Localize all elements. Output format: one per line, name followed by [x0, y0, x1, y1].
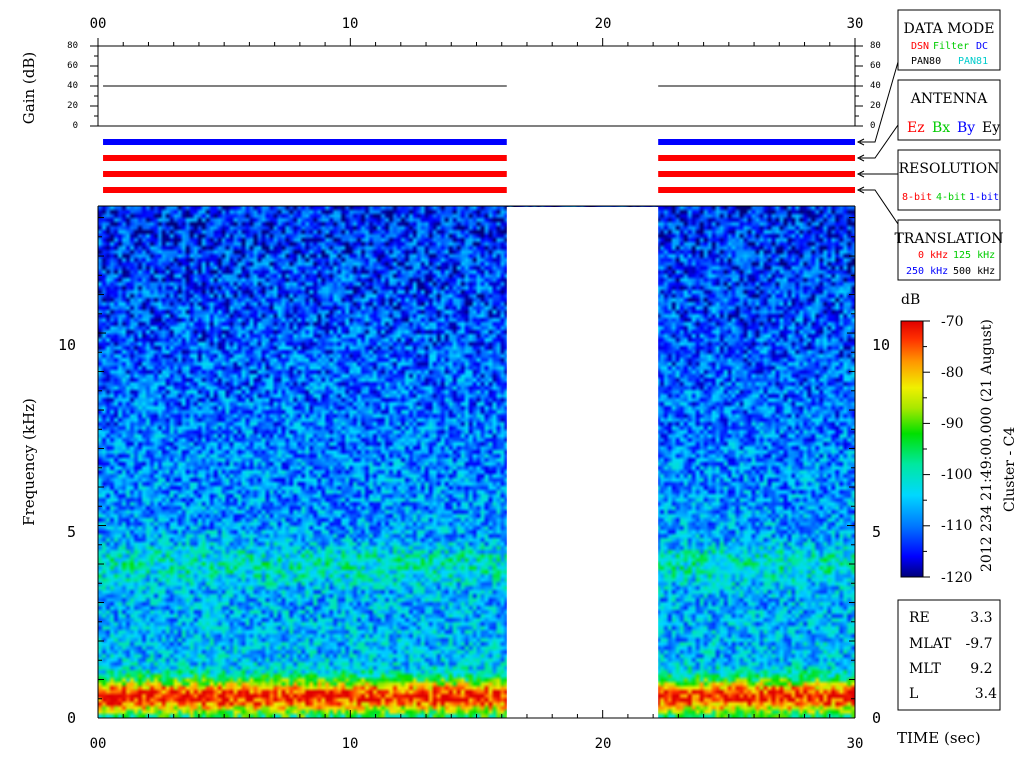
data-mode-pan81: PAN81 — [958, 56, 988, 67]
data-mode-dc: DC — [976, 41, 988, 52]
data-gap — [506, 207, 659, 720]
bottom-tick-label-20: 20 — [595, 736, 612, 752]
data-mode-pan80: PAN80 — [911, 56, 941, 67]
svg-text:RE 3.3 MLAT: RE 3.3 MLAT -9.7 MLT 9.2 L 3.4 — [909, 610, 997, 702]
colorbar-unit: dB — [901, 292, 920, 308]
data-mode-title: DATA MODE — [904, 21, 995, 37]
gain-tick-label-left-0: 0 — [73, 121, 78, 131]
orbit-value-mlt: 9.2 — [970, 661, 992, 677]
freq-tick-label-left-0: 0 — [67, 709, 76, 727]
status-bar-row-1-seg-1 — [658, 139, 855, 145]
orbit-label-l: L — [909, 686, 918, 702]
top-time-axis: 00 10 20 30 — [90, 16, 864, 47]
bottom-tick-label-10: 10 — [342, 736, 359, 752]
translation-0khz: 0 kHz — [918, 250, 948, 261]
orbit-value-re: 3.3 — [970, 610, 992, 626]
status-bar-row-3-seg-0 — [103, 171, 507, 177]
legend-translation: TRANSLATION 0 kHz 125 kHz 250 kHz 500 kH… — [894, 219, 1004, 281]
status-bar-row-1-seg-0 — [103, 139, 507, 145]
svg-text:DSN Filter DC: DSN Filter DC PAN80 PAN81 — [911, 41, 994, 67]
resolution-1bit: 1-bit — [969, 192, 999, 203]
gain-tick-label-right-40: 40 — [870, 81, 881, 91]
translation-500khz: 500 kHz — [953, 266, 995, 277]
bottom-tick-label-30: 30 — [847, 736, 864, 752]
colorbar-tick-m120: -120 — [941, 570, 972, 586]
top-tick-label-20: 20 — [595, 16, 612, 32]
bottom-time-axis: 00 10 20 30 TIME (sec) — [90, 729, 981, 752]
status-bar-row-2-seg-1 — [658, 155, 855, 161]
translation-title: TRANSLATION — [894, 231, 1003, 247]
orbit-label-re: RE — [909, 610, 930, 626]
spacecraft-label: Cluster - C4 — [1002, 427, 1018, 512]
orbit-info-box: RE 3.3 MLAT -9.7 MLT 9.2 L 3.4 — [897, 599, 1001, 711]
time-axis-label: TIME (sec) — [897, 729, 981, 747]
gain-tick-label-left-80: 80 — [67, 41, 78, 51]
antenna-by: By — [957, 120, 975, 136]
colorbar: dB -70 -80 -90 -100 -110 -120 2012 234 2… — [900, 292, 1018, 586]
antenna-ey: Ey — [982, 120, 1000, 136]
bottom-tick-label-0: 00 — [90, 736, 107, 752]
status-bars — [103, 139, 855, 193]
orbit-value-mlat: -9.7 — [966, 636, 993, 652]
colorbar-tick-labels: -70 -80 -90 -100 -110 -120 — [941, 314, 977, 586]
freq-tick-label-left-5: 5 — [67, 523, 76, 541]
translation-250khz: 250 kHz — [906, 266, 948, 277]
frequency-axis-label: Frequency (kHz) — [20, 398, 38, 526]
data-mode-filter: Filter — [933, 41, 969, 52]
data-mode-dsn: DSN — [911, 41, 929, 52]
gain-panel: 80 60 40 20 0 80 60 40 20 0 Gain (dB) — [20, 41, 881, 131]
legend-data-mode: DATA MODE DSN Filter DC PAN80 PAN81 — [897, 9, 1001, 71]
status-bar-row-4-seg-1 — [658, 187, 855, 193]
orbit-label-mlat: MLAT — [909, 636, 952, 652]
top-tick-label-0: 00 — [90, 16, 107, 32]
status-bar-row-3-seg-1 — [658, 171, 855, 177]
gain-tick-label-right-60: 60 — [870, 61, 881, 71]
top-tick-label-30: 30 — [847, 16, 864, 32]
antenna-title: ANTENNA — [910, 91, 988, 107]
svg-text:Ez Bx By Ey: Ez Bx By Ey — [907, 120, 1000, 136]
colorbar-tick-m100: -100 — [941, 467, 972, 483]
freq-tick-label-right-5: 5 — [872, 523, 881, 541]
svg-text:0 kHz 125 kHz 250: 0 kHz 125 kHz 250 kHz 500 kHz — [906, 250, 1001, 277]
colorbar-tick-m80: -80 — [941, 365, 964, 381]
gain-tick-label-left-20: 20 — [67, 101, 78, 111]
spectrogram-panel: 10 5 0 10 5 0 Frequency (kHz) — [20, 205, 890, 727]
colorbar-tick-m70: -70 — [941, 314, 964, 330]
svg-text:8-bit 4-bit 1-bit: 8-bit 4-bit 1-bit — [902, 192, 999, 203]
colorbar-tick-m110: -110 — [941, 518, 972, 534]
gain-tick-label-right-20: 20 — [870, 101, 881, 111]
freq-tick-label-right-0: 0 — [872, 709, 881, 727]
colorbar-tick-m90: -90 — [941, 416, 964, 432]
resolution-title: RESOLUTION — [899, 161, 1000, 177]
legend-resolution: RESOLUTION 8-bit 4-bit 1-bit — [897, 149, 1001, 211]
freq-tick-label-right-10: 10 — [872, 336, 890, 354]
translation-125khz: 125 kHz — [953, 250, 995, 261]
gain-tick-label-right-80: 80 — [870, 41, 881, 51]
resolution-8bit: 8-bit — [902, 192, 932, 203]
timestamp-label: 2012 234 21:49:00.000 (21 August) — [979, 319, 995, 572]
orbit-value-l: 3.4 — [975, 686, 997, 702]
antenna-ez: Ez — [907, 120, 925, 136]
gain-axis-label: Gain (dB) — [20, 52, 38, 124]
status-bar-row-4-seg-0 — [103, 187, 507, 193]
orbit-label-mlt: MLT — [909, 661, 941, 677]
antenna-bx: Bx — [932, 120, 950, 136]
freq-tick-label-left-10: 10 — [58, 336, 76, 354]
spectrogram-image — [98, 206, 855, 718]
status-bar-row-2-seg-0 — [103, 155, 507, 161]
gain-tick-label-right-0: 0 — [870, 121, 875, 131]
legend-antenna: ANTENNA Ez Bx By Ey — [897, 79, 1001, 141]
legend-leader-lines — [856, 61, 899, 225]
gain-tick-label-left-40: 40 — [67, 81, 78, 91]
top-tick-label-10: 10 — [342, 16, 359, 32]
resolution-4bit: 4-bit — [936, 192, 966, 203]
gain-tick-label-left-60: 60 — [67, 61, 78, 71]
